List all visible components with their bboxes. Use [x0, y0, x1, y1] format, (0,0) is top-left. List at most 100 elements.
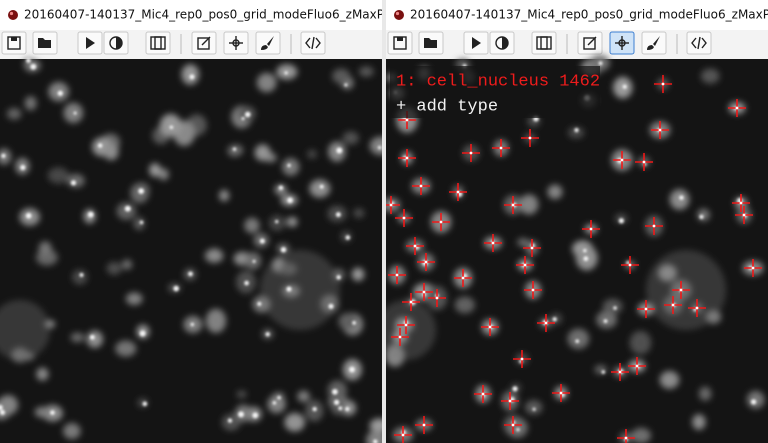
- toolbar-button-code[interactable]: [686, 31, 712, 55]
- spot: [139, 220, 144, 225]
- toolbar-button-move[interactable]: [609, 31, 635, 55]
- spot: [57, 90, 63, 96]
- marker-center: [481, 392, 485, 396]
- type-label[interactable]: 1: cell_nucleus 1462: [396, 72, 600, 91]
- toolbar-button-save[interactable]: [1, 31, 27, 55]
- spot: [138, 188, 145, 195]
- nucleus: [366, 430, 382, 443]
- spot: [349, 366, 355, 373]
- nucleus: [594, 365, 607, 375]
- spot: [20, 165, 26, 171]
- nucleus: [342, 131, 359, 145]
- spot: [252, 259, 256, 263]
- marker-center: [424, 260, 428, 264]
- toolbar-button-edit[interactable]: [191, 31, 217, 55]
- nucleus: [72, 269, 88, 285]
- spot: [332, 388, 338, 395]
- spot: [188, 271, 193, 277]
- spot: [50, 410, 55, 415]
- marker-center: [499, 146, 503, 150]
- image-canvas: 1: cell_nucleus 1462 + add type: [386, 54, 768, 443]
- spot: [265, 332, 270, 337]
- window-gap: [382, 0, 386, 443]
- nucleus: [332, 68, 351, 84]
- bright-spots: [0, 58, 382, 443]
- spot: [336, 275, 341, 280]
- marker-center: [618, 370, 622, 374]
- toolbar-button-open[interactable]: [418, 31, 444, 55]
- icon: [38, 38, 51, 48]
- nucleus: [149, 163, 161, 177]
- icon: [502, 37, 508, 49]
- nucleus: [613, 76, 633, 99]
- nucleus: [0, 148, 12, 165]
- nucleus: [746, 390, 765, 409]
- nucleus: [327, 380, 347, 400]
- spot: [238, 411, 245, 418]
- spot: [679, 195, 684, 200]
- spot: [25, 212, 32, 219]
- toolbar-button-open[interactable]: [32, 31, 58, 55]
- spot: [232, 147, 237, 151]
- window-title: 20160407-140137_Mic4_rep0_pos0_grid_mode…: [410, 8, 768, 22]
- nucleus: [338, 312, 357, 330]
- marker-center: [395, 273, 399, 277]
- spot: [89, 334, 95, 340]
- toolbar-button-play[interactable]: [77, 31, 103, 55]
- spot: [750, 399, 757, 405]
- spot: [280, 247, 287, 253]
- toolbar-button-contrast[interactable]: [103, 31, 129, 55]
- toolbar-button-move[interactable]: [223, 31, 249, 55]
- marker-center: [642, 160, 646, 164]
- spot: [287, 163, 291, 168]
- nucleus: [369, 418, 382, 433]
- toolbar-button-play[interactable]: [463, 31, 489, 55]
- spot: [0, 404, 3, 411]
- annotations: [386, 75, 762, 443]
- nucleus: [267, 395, 286, 414]
- marker-center: [658, 128, 662, 132]
- spot: [613, 306, 617, 310]
- spot: [618, 218, 624, 224]
- toolbar-button-brush[interactable]: [255, 31, 281, 55]
- icon: [691, 36, 707, 50]
- nucleus: [358, 66, 374, 77]
- toolbar-button-edit[interactable]: [577, 31, 603, 55]
- nucleus: [86, 330, 103, 348]
- marker-center: [404, 323, 408, 327]
- nucleus: [659, 371, 680, 389]
- window-icon: [394, 10, 404, 20]
- nucleus: [567, 328, 590, 349]
- toolbar-button-code[interactable]: [300, 31, 326, 55]
- spot: [328, 303, 334, 309]
- spot: [583, 248, 587, 253]
- icon: [472, 37, 481, 49]
- nucleus: [159, 113, 182, 137]
- spot: [603, 319, 608, 324]
- toolbar-button-contrast[interactable]: [489, 31, 515, 55]
- marker-center: [389, 203, 393, 207]
- spot: [124, 205, 131, 212]
- spot: [190, 322, 195, 327]
- spot: [277, 396, 281, 400]
- add-type-button[interactable]: + add type: [396, 97, 498, 116]
- marker-center: [559, 391, 563, 395]
- toolbar-button-save[interactable]: [387, 31, 413, 55]
- toolbar-button-brush[interactable]: [641, 31, 667, 55]
- marker-center: [528, 136, 532, 140]
- window-icon-shine: [9, 11, 14, 16]
- marker-center: [508, 399, 512, 403]
- cell-glow: [260, 250, 340, 330]
- icon: [261, 36, 274, 50]
- toolbar-button-film[interactable]: [531, 31, 557, 55]
- title-bar: [386, 0, 768, 30]
- nucleus: [297, 390, 310, 403]
- icon: [86, 37, 95, 49]
- icon: [540, 36, 548, 50]
- marker-center: [620, 158, 624, 162]
- toolbar-button-film[interactable]: [145, 31, 171, 55]
- marker-center: [531, 288, 535, 292]
- marker-center: [456, 190, 460, 194]
- spot: [227, 418, 233, 423]
